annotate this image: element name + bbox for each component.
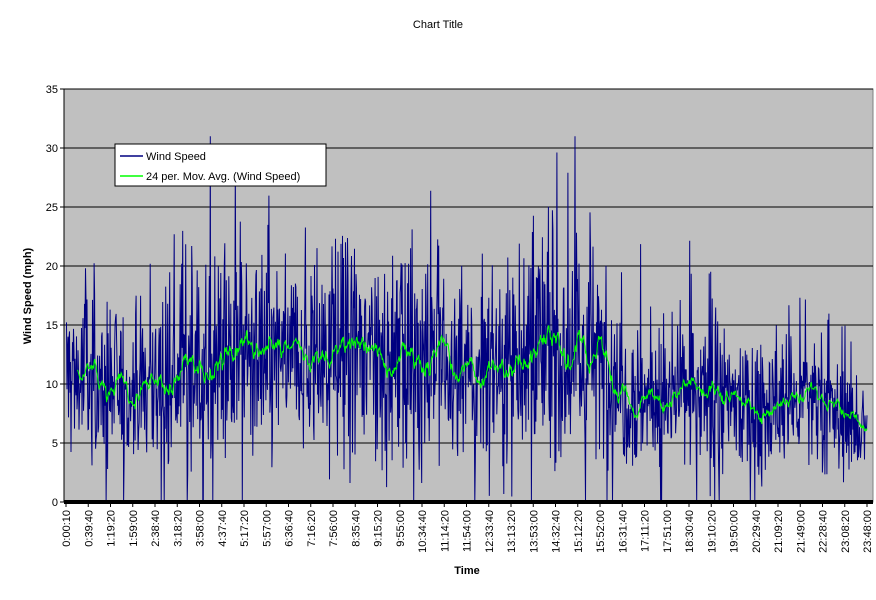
x-tick-label: 18:30:40 [684,510,696,553]
x-tick-label: 19:50:00 [729,510,741,553]
x-tick-label: 0:00:10 [61,510,73,547]
x-tick-label: 9:55:00 [395,510,407,547]
x-tick-label: 12:33:40 [484,510,496,553]
y-tick-label: 10 [46,379,58,391]
chart-title: Chart Title [412,19,464,31]
x-tick-label: 22:28:40 [818,510,830,553]
x-tick-label: 15:12:20 [573,510,585,553]
y-tick-label: 5 [52,438,58,450]
y-axis-ticks: 0 5 10 15 20 25 30 35 [46,84,65,509]
x-tick-label: 17:11:20 [640,510,652,552]
x-tick-label: 3:18:20 [172,510,184,547]
x-tick-label: 19:10:20 [706,510,718,553]
series-moving-average [77,325,868,432]
legend-label: Wind Speed [146,151,206,163]
x-tick-label: 23:48:00 [862,510,874,553]
x-tick-label: 6:36:40 [284,510,296,547]
y-tick-label: 25 [46,202,58,214]
x-tick-label: 14:32:40 [551,510,563,553]
x-tick-label: 13:13:20 [506,510,518,553]
x-tick-label: 21:49:00 [795,510,807,553]
x-axis-title: Time [454,565,480,577]
x-tick-label: 7:16:20 [306,510,318,547]
x-tick-label: 5:57:00 [261,510,273,547]
x-tick-label: 13:53:00 [528,510,540,553]
x-tick-label: 15:52:00 [595,510,607,553]
y-tick-label: 30 [46,143,58,155]
x-tick-label: 1:59:00 [128,510,140,547]
x-axis-ticks: 0:00:10 0:39:40 1:19:20 1:59:00 2:38:40 3:18:… [61,502,874,553]
x-tick-label: 11:14:20 [439,510,451,552]
y-tick-label: 0 [52,497,58,509]
legend-box [114,143,327,187]
x-tick-label: 11:54:00 [462,510,474,552]
x-tick-label: 8:35:40 [350,510,362,547]
x-tick-label: 2:38:40 [150,510,162,547]
x-tick-label: 1:19:20 [106,510,118,547]
x-tick-label: 21:09:20 [773,510,785,553]
x-tick-label: 23:08:20 [840,510,852,553]
x-tick-label: 20:29:40 [751,510,763,553]
x-tick-label: 0:39:40 [83,510,95,547]
x-tick-label: 16:31:40 [617,510,629,553]
series-group [66,136,868,503]
x-tick-label: 7:56:00 [328,510,340,547]
y-tick-label: 15 [46,320,58,332]
x-tick-label: 10:34:40 [417,510,429,553]
legend: Wind Speed 24 per. Mov. Avg. (Wind Speed) [114,143,327,187]
x-tick-label: 4:37:40 [217,510,229,547]
x-tick-label: 17:51:00 [662,510,674,553]
x-tick-label: 5:17:20 [239,510,251,547]
y-tick-label: 35 [46,84,58,96]
x-tick-label: 3:58:00 [195,510,207,547]
legend-label: 24 per. Mov. Avg. (Wind Speed) [146,171,300,183]
y-tick-label: 20 [46,261,58,273]
x-tick-label: 9:15:20 [373,510,385,547]
